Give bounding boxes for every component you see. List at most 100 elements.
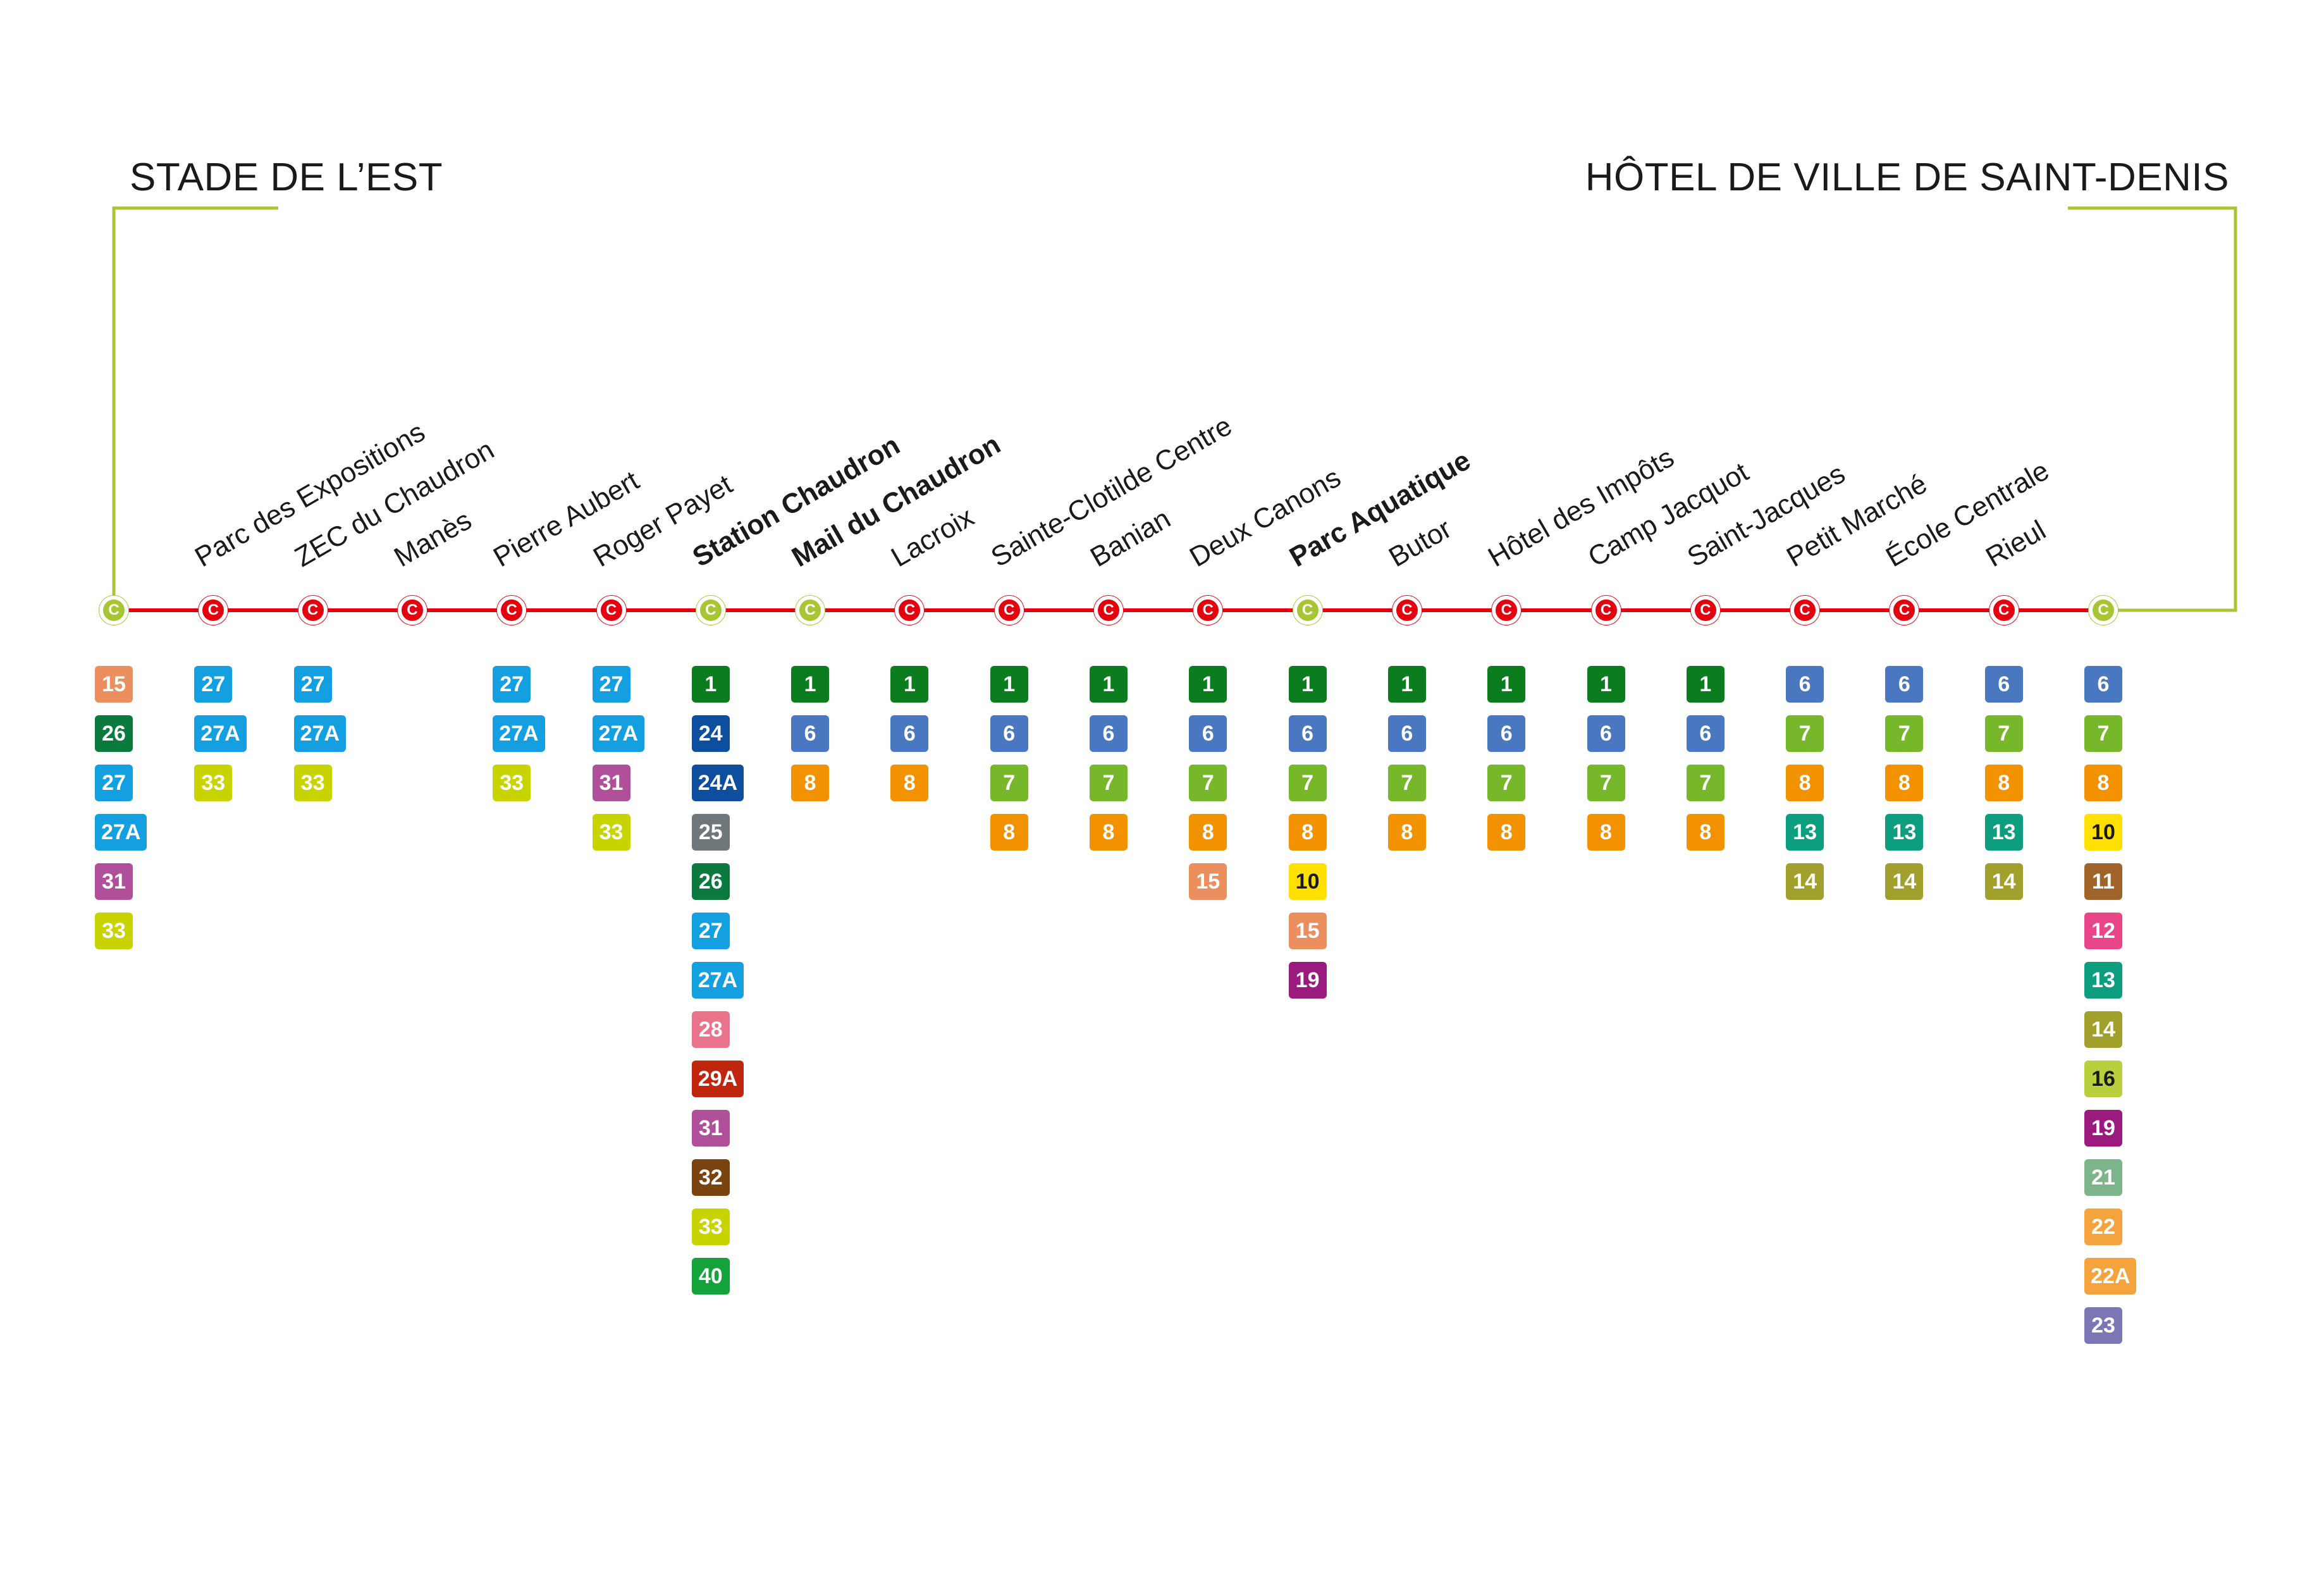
route-badge: 14 (1984, 863, 2023, 900)
stop-marker-icon: C (1591, 596, 1621, 625)
route-badge: 1 (1288, 666, 1327, 703)
route-badge: 13 (2084, 962, 2122, 999)
route-badge: 27A (493, 715, 545, 752)
route-badge: 7 (2084, 715, 2122, 752)
route-badge: 27A (194, 715, 247, 752)
route-badge: 12 (2084, 913, 2122, 949)
route-badge: 6 (990, 715, 1028, 752)
route-badge: 13 (1885, 814, 1924, 851)
terminus-left-label: STADE DE L’EST (130, 156, 443, 199)
route-badge: 31 (95, 863, 133, 900)
stop-marker-icon: C (397, 596, 427, 625)
route-badges: 1 24 24A 25 26 27 27A 28 29A 31 32 33 40 (691, 666, 755, 1307)
route-badge: 8 (890, 765, 929, 801)
route-badge: 8 (1090, 814, 1128, 851)
route-badge: 15 (1189, 863, 1227, 900)
route-badge: 8 (990, 814, 1028, 851)
route-badge: 33 (95, 913, 133, 949)
stop-marker-icon: C (1193, 596, 1223, 625)
route-badge: 33 (592, 814, 630, 851)
route-badge: 27A (293, 715, 346, 752)
route-badge: 31 (592, 765, 630, 801)
route-badges: 1 6 7 8 10 15 19 (1288, 666, 1352, 1011)
route-badge: 7 (1189, 765, 1227, 801)
route-badge: 26 (95, 715, 133, 752)
route-badge: 19 (1288, 962, 1327, 999)
stop-marker-icon: C (1890, 596, 1919, 625)
route-badge: 8 (1288, 814, 1327, 851)
route-badge: 1 (1090, 666, 1128, 703)
route-badge: 27 (293, 666, 332, 703)
route-badge: 33 (493, 765, 531, 801)
stop-marker-icon: C (2089, 596, 2118, 625)
route-badge: 33 (194, 765, 233, 801)
route-badge: 33 (691, 1209, 730, 1245)
route-badge: 8 (2084, 765, 2122, 801)
route-badge: 6 (1090, 715, 1128, 752)
route-badge: 13 (1984, 814, 2023, 851)
route-badges: 6 7 8 13 14 (1984, 666, 2048, 913)
route-badge: 1 (1487, 666, 1526, 703)
route-badge: 6 (1786, 666, 1824, 703)
route-badge: 1 (1189, 666, 1227, 703)
route-badges: 6 7 8 13 14 (1786, 666, 1849, 913)
stop-marker-icon: C (994, 596, 1024, 625)
route-badge: 7 (1288, 765, 1327, 801)
route-badge: 24 (691, 715, 730, 752)
route-badge: 6 (1189, 715, 1227, 752)
route-badge: 8 (1587, 814, 1625, 851)
route-badge: 27A (691, 962, 744, 999)
route-badge: 7 (1686, 765, 1725, 801)
route-badge: 10 (1288, 863, 1327, 900)
route-badge: 1 (791, 666, 830, 703)
terminus-right-label: HÔTEL DE VILLE DE SAINT-DENIS (1585, 156, 2229, 199)
route-badge: 6 (2084, 666, 2122, 703)
route-badge: 32 (691, 1159, 730, 1196)
stop-marker-icon: C (1293, 596, 1322, 625)
route-badges: 6 7 8 10 11 12 13 14 16 19 21 22 22A 23 (2084, 666, 2148, 1356)
route-badge: 1 (1686, 666, 1725, 703)
route-badge: 6 (1984, 666, 2023, 703)
route-badge: 7 (1387, 765, 1426, 801)
route-badge: 14 (1885, 863, 1924, 900)
route-badge: 28 (691, 1011, 730, 1048)
route-badges: 15 26 27 27A 31 33 (95, 666, 158, 962)
route-badge: 8 (1686, 814, 1725, 851)
route-badge: 7 (1587, 765, 1625, 801)
route-badge: 26 (691, 863, 730, 900)
route-badge: 22A (2084, 1258, 2137, 1295)
route-badge: 8 (1786, 765, 1824, 801)
route-badge: 27 (493, 666, 531, 703)
route-badge: 27 (194, 666, 233, 703)
route-badge: 27A (95, 814, 147, 851)
route-badge: 1 (1587, 666, 1625, 703)
route-badge: 7 (1090, 765, 1128, 801)
route-badge: 6 (791, 715, 830, 752)
stop-marker-icon: C (1094, 596, 1123, 625)
route-badge: 1 (691, 666, 730, 703)
route-badge: 27 (691, 913, 730, 949)
route-badge: 15 (95, 666, 133, 703)
route-badge: 8 (1885, 765, 1924, 801)
route-badge: 8 (1487, 814, 1526, 851)
route-badge: 6 (1885, 666, 1924, 703)
route-badge: 7 (990, 765, 1028, 801)
route-badge: 8 (1387, 814, 1426, 851)
route-badge: 25 (691, 814, 730, 851)
route-badge: 8 (791, 765, 830, 801)
route-badge: 6 (1587, 715, 1625, 752)
stop-marker-icon: C (796, 596, 825, 625)
route-badge: 7 (1487, 765, 1526, 801)
route-badge: 40 (691, 1258, 730, 1295)
stop-marker-icon: C (497, 596, 527, 625)
stop-marker-icon: C (1392, 596, 1422, 625)
route-badge: 6 (1686, 715, 1725, 752)
route-badge: 27A (592, 715, 644, 752)
route-badge: 21 (2084, 1159, 2122, 1196)
route-badge: 6 (890, 715, 929, 752)
